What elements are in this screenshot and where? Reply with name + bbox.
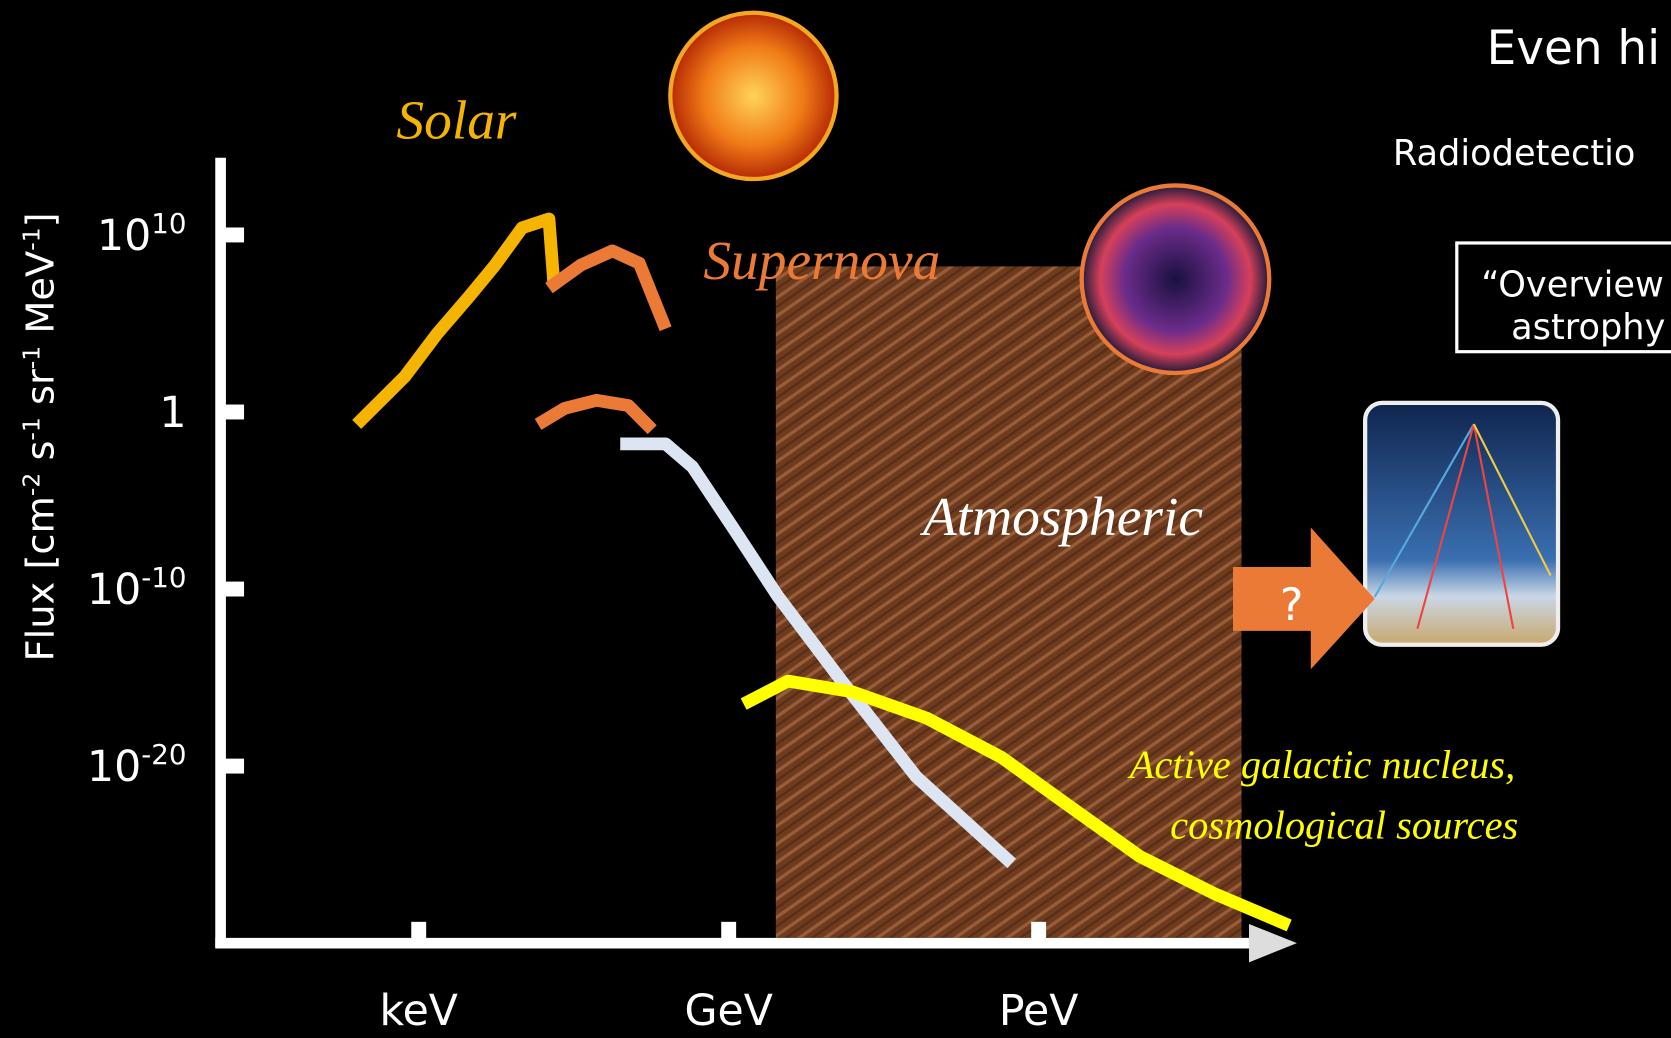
unit-text: MeV bbox=[18, 251, 63, 346]
curve-label: cosmological sources bbox=[1170, 803, 1518, 848]
x-axis-arrow bbox=[1248, 923, 1297, 963]
y-tick-mark bbox=[220, 758, 245, 774]
flux-curve bbox=[545, 244, 672, 332]
y-tick-mark bbox=[220, 404, 245, 420]
y-axis-title: Flux [cm-2 s-1 sr-1 MeV-1] bbox=[17, 212, 63, 661]
curve-label: Active galactic nucleus, bbox=[1127, 742, 1516, 787]
tick-base: 10 bbox=[97, 211, 151, 261]
x-tick-label: GeV bbox=[684, 986, 772, 1036]
curve-label: Atmospheric bbox=[919, 486, 1203, 547]
arrow bbox=[1233, 527, 1375, 670]
unit-exponent: -1 bbox=[17, 346, 45, 369]
flux-curve bbox=[620, 437, 1017, 869]
sun-image bbox=[668, 10, 839, 182]
y-tick-mark bbox=[220, 581, 245, 597]
tick-base: 10 bbox=[87, 565, 141, 615]
tick-base: 10 bbox=[87, 742, 141, 792]
heading: Even hi bbox=[1487, 21, 1661, 76]
y-tick-mark bbox=[220, 227, 245, 243]
air-shower-image bbox=[1363, 400, 1561, 647]
flux-curve bbox=[352, 212, 561, 429]
curve-label: Solar bbox=[396, 90, 517, 151]
unit-text: Flux [cm bbox=[18, 496, 63, 661]
x-tick-mark bbox=[1031, 921, 1047, 944]
tick-exponent: -20 bbox=[141, 738, 186, 771]
flux-curve bbox=[740, 674, 1292, 932]
shower-tracks bbox=[1373, 423, 1552, 630]
y-tick-label: 10-20 bbox=[87, 738, 186, 792]
tick-base: 1 bbox=[159, 388, 186, 438]
reference-box bbox=[1455, 241, 1671, 354]
x-tick-mark bbox=[721, 921, 737, 944]
x-tick-mark bbox=[411, 921, 427, 944]
box-line: “Overview bbox=[1481, 264, 1663, 305]
supernova-image bbox=[1079, 183, 1272, 376]
y-tick-label: 1010 bbox=[97, 207, 186, 261]
subheading: Radiodetectio bbox=[1393, 133, 1636, 174]
unit-text: ] bbox=[18, 212, 63, 227]
y-tick-label: 10-10 bbox=[87, 561, 186, 615]
unit-exponent: -1 bbox=[17, 417, 45, 440]
flux-curve bbox=[534, 393, 657, 435]
atmosphere-band bbox=[775, 266, 1242, 938]
arrow-label: ? bbox=[1280, 578, 1304, 631]
tick-exponent: 10 bbox=[151, 207, 186, 240]
unit-exponent: -2 bbox=[17, 473, 45, 496]
unit-text: sr bbox=[18, 369, 63, 417]
box-line: astrophy bbox=[1511, 307, 1665, 348]
y-tick-label: 1 bbox=[159, 388, 186, 438]
tick-exponent: -10 bbox=[141, 561, 186, 594]
x-tick-label: keV bbox=[379, 986, 458, 1036]
unit-exponent: -1 bbox=[17, 227, 45, 250]
x-tick-label: PeV bbox=[999, 986, 1079, 1036]
unit-text: s bbox=[18, 441, 63, 473]
curve-label: Supernova bbox=[703, 230, 940, 291]
